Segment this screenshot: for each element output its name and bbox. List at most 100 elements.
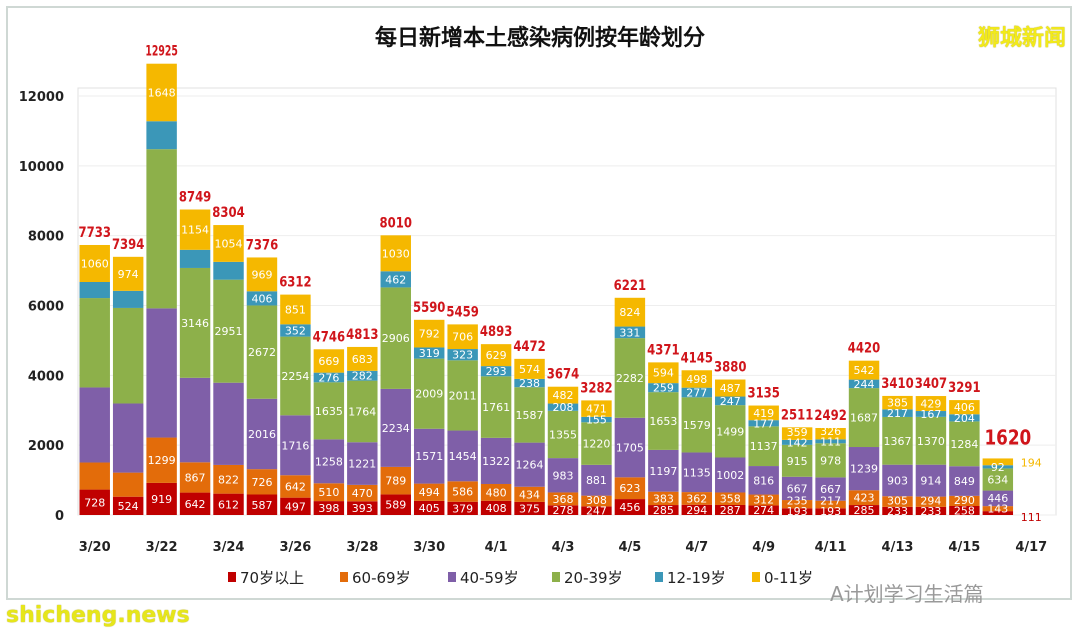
data-label: 2254 — [281, 370, 309, 383]
x-tick-label: 4/1 — [485, 540, 508, 555]
data-label: 92 — [991, 461, 1005, 474]
bar-segment — [982, 468, 1014, 491]
data-label: 258 — [954, 504, 975, 517]
data-label: 406 — [954, 401, 975, 414]
bar-segment — [648, 505, 679, 515]
bar-segment — [313, 501, 345, 515]
bar-segment — [848, 505, 880, 515]
bar-segment — [246, 291, 278, 306]
data-label: 359 — [787, 426, 808, 439]
bar-segment — [614, 477, 646, 500]
bar-segment — [280, 294, 311, 325]
bar-segment — [146, 121, 177, 150]
bar-segment — [547, 386, 579, 404]
data-label: 167 — [920, 408, 941, 421]
data-label: 2672 — [248, 346, 276, 359]
bar-segment — [882, 409, 913, 417]
bar-segment — [79, 244, 110, 283]
bar-segment — [213, 493, 244, 515]
data-label: 193 — [820, 505, 841, 518]
data-label: 1054 — [215, 237, 243, 250]
data-label: 323 — [452, 349, 473, 362]
data-label: 419 — [753, 407, 774, 420]
data-label: 849 — [954, 475, 975, 488]
total-label: 3880 — [714, 360, 747, 376]
total-label: 4813 — [346, 327, 378, 343]
bar-segment — [179, 492, 211, 515]
bar-segment — [915, 464, 947, 497]
bar-segment — [681, 370, 713, 388]
bar-segment — [949, 495, 980, 506]
data-label: 634 — [987, 473, 1008, 486]
total-label: 1620 — [984, 425, 1031, 449]
data-label: 974 — [118, 268, 139, 281]
legend-label: 20-39岁 — [564, 569, 623, 587]
bar-segment — [313, 382, 345, 440]
total-label: 4472 — [513, 339, 545, 355]
bar-segment — [915, 506, 947, 515]
data-label: 1154 — [181, 224, 209, 237]
bar-segment — [347, 442, 378, 485]
legend-label: 70岁以上 — [240, 569, 304, 587]
bar-segment — [447, 360, 478, 431]
data-label: 1705 — [616, 442, 644, 455]
bar-segment — [280, 336, 311, 416]
bar-segment — [347, 346, 378, 371]
data-label: 375 — [519, 502, 540, 515]
data-label: 2906 — [382, 332, 410, 345]
total-label: 3291 — [948, 380, 980, 396]
y-tick-label: 4000 — [28, 369, 64, 384]
bar-segment — [79, 298, 110, 388]
bar-segment — [79, 489, 110, 515]
data-label: 574 — [519, 363, 540, 376]
data-label: 285 — [653, 504, 674, 517]
bar-segment — [949, 400, 980, 415]
data-label: 235 — [787, 494, 808, 507]
bar-segment — [781, 427, 813, 440]
bar-segment — [815, 439, 846, 444]
x-tick-label: 4/11 — [815, 540, 847, 555]
bar-segment — [614, 326, 646, 339]
data-label: 247 — [720, 395, 741, 408]
bar-segment — [514, 501, 545, 515]
data-label: 3146 — [181, 317, 209, 330]
data-label: 1322 — [482, 455, 510, 468]
bar-segment — [179, 267, 211, 378]
bar-segment — [380, 494, 411, 515]
total-label: 3282 — [580, 380, 612, 396]
data-label: 208 — [553, 401, 574, 414]
bar-segment — [781, 439, 813, 445]
data-label: 594 — [653, 367, 674, 380]
data-label: 434 — [519, 488, 540, 501]
bar-segment — [815, 427, 846, 440]
bar-segment — [413, 319, 445, 348]
bar-segment — [547, 410, 579, 459]
data-label: 510 — [318, 486, 339, 499]
legend-swatch — [448, 572, 456, 582]
legend-swatch — [655, 572, 663, 582]
data-label: 1258 — [315, 455, 343, 468]
data-label: 1299 — [148, 454, 176, 467]
data-label: 238 — [519, 377, 540, 390]
bar-segment — [648, 392, 679, 450]
bar-segment — [547, 492, 579, 506]
bar-segment — [246, 469, 278, 495]
bar-segment — [112, 256, 144, 291]
bar-segment — [982, 506, 1014, 512]
data-label: 1264 — [516, 459, 544, 472]
data-label: 1716 — [281, 439, 309, 452]
total-label: 3410 — [881, 376, 914, 392]
bar-segment — [915, 496, 947, 507]
bar-segment — [681, 397, 713, 453]
bar-segment — [547, 505, 579, 515]
data-label: 494 — [419, 486, 440, 499]
x-tick-label: 4/9 — [752, 540, 775, 555]
data-label: 978 — [820, 454, 841, 467]
total-label: 6312 — [279, 275, 311, 291]
legend-swatch — [752, 572, 760, 582]
bar-segment — [815, 477, 846, 501]
data-label: 1648 — [148, 86, 176, 99]
bar-segment — [581, 416, 612, 423]
bar-segment — [547, 403, 579, 411]
total-label: 8010 — [380, 215, 413, 231]
